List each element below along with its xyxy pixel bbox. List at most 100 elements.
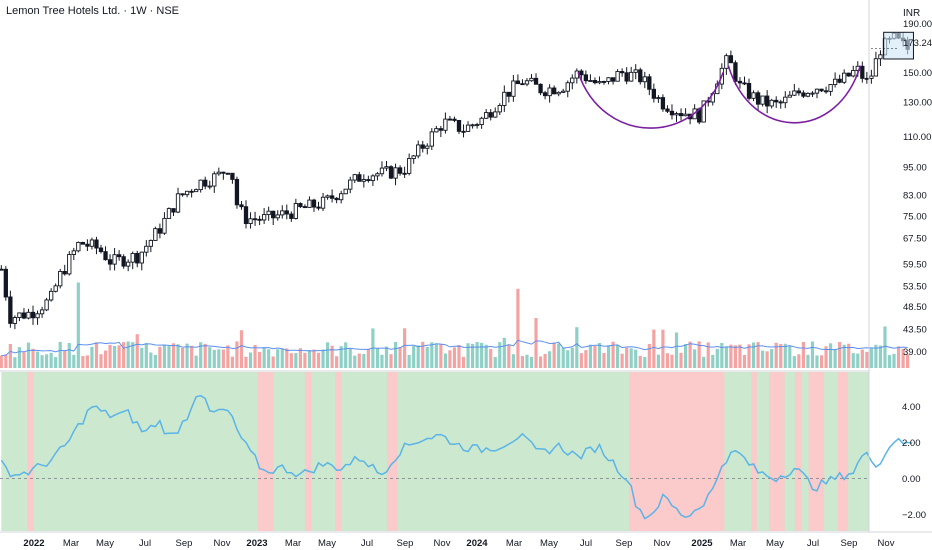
- volume-bar: [126, 341, 130, 368]
- volume-bar: [81, 356, 85, 368]
- candle: [851, 65, 856, 78]
- volume-bar: [108, 344, 112, 368]
- candle: [402, 166, 407, 178]
- volume-bar: [634, 349, 638, 368]
- volume-bar: [643, 357, 647, 368]
- candle: [139, 251, 144, 271]
- volume-bar: [294, 353, 298, 368]
- candle: [746, 78, 752, 101]
- oscillator-axis[interactable]: 4.00 2.00 0.00 −2.00: [902, 402, 926, 521]
- volume-bar: [801, 341, 806, 368]
- candle: [615, 69, 620, 82]
- volume-bar: [90, 346, 94, 368]
- volume-bar: [258, 352, 262, 368]
- candle: [488, 109, 493, 121]
- volume-bar: [276, 349, 280, 368]
- volume-bar: [344, 342, 348, 368]
- volume-bar: [484, 344, 488, 368]
- candle: [760, 95, 765, 107]
- candle: [810, 91, 815, 97]
- time-tick-label: Mar: [285, 538, 301, 549]
- candle: [198, 179, 203, 193]
- candle: [311, 198, 317, 212]
- volume-bar: [557, 343, 561, 368]
- candle: [112, 248, 117, 271]
- candle: [447, 115, 453, 121]
- volume-bar: [94, 342, 99, 368]
- volume-bar: [452, 347, 457, 368]
- volume-bar: [412, 346, 416, 368]
- candle: [48, 288, 54, 302]
- price-axis[interactable]: 190.00 173.24 150.00 130.00 110.00 95.00 83.00…: [871, 19, 932, 358]
- time-tick-label: 2023: [246, 538, 267, 549]
- volume-bar: [783, 343, 787, 368]
- volume-bar: [511, 354, 515, 368]
- candle: [157, 223, 163, 239]
- candle: [153, 226, 158, 241]
- candle: [751, 90, 756, 102]
- volume-bar: [384, 346, 389, 368]
- candle: [638, 67, 643, 85]
- volume-bar: [248, 352, 253, 368]
- candle: [17, 312, 22, 322]
- volume-bar: [480, 342, 484, 368]
- volume-bar: [906, 354, 910, 368]
- candle: [474, 122, 480, 129]
- volume-bar: [461, 356, 466, 368]
- candle: [316, 201, 321, 211]
- candle: [329, 189, 335, 203]
- volume-bar: [860, 349, 864, 368]
- candle: [805, 92, 811, 98]
- volume-bar: [679, 352, 683, 368]
- candle: [452, 116, 457, 123]
- oscillator-tick-label: 4.00: [902, 402, 921, 413]
- candle: [284, 204, 289, 220]
- candle: [397, 165, 403, 176]
- candle: [184, 190, 190, 198]
- candle: [601, 80, 607, 85]
- candle: [243, 200, 249, 229]
- volume-bar: [190, 345, 194, 368]
- candle: [343, 188, 348, 195]
- osc-region-negative: [629, 372, 725, 531]
- candle: [606, 77, 611, 85]
- volume-bar: [416, 345, 420, 368]
- volume-bar: [430, 342, 434, 368]
- oscillator-line: [0, 394, 913, 520]
- volume-bar: [389, 354, 393, 368]
- volume-bar: [548, 351, 552, 368]
- volume-bar: [838, 342, 842, 368]
- time-tick-label: Nov: [654, 538, 671, 549]
- volume-bar: [203, 343, 207, 368]
- candle: [846, 72, 851, 77]
- candle: [135, 250, 140, 268]
- volume-bar: [22, 352, 26, 368]
- time-tick-label: 2024: [466, 538, 488, 549]
- candle: [221, 171, 226, 180]
- candle: [261, 208, 267, 224]
- volume-bar: [883, 326, 887, 368]
- volume-bar: [421, 341, 425, 368]
- candle: [878, 50, 883, 66]
- candle: [94, 236, 99, 255]
- volume-bar: [54, 357, 58, 368]
- volume-bar: [693, 349, 697, 368]
- candle: [665, 105, 670, 114]
- volume-bar: [529, 357, 534, 368]
- volume-bar: [221, 349, 225, 368]
- volume-bar: [543, 353, 547, 368]
- candle: [556, 91, 561, 97]
- candle: [67, 251, 72, 276]
- time-tick-label: May: [540, 538, 558, 549]
- time-axis[interactable]: 2022 Mar May Jul Sep Nov 2023 Mar May Jul Sep Nov 20…: [23, 538, 894, 549]
- volume-bar: [180, 348, 185, 368]
- volume-bar: [688, 341, 692, 368]
- volume-bar: [194, 355, 198, 368]
- volume-bar: [393, 341, 398, 368]
- candle: [230, 172, 235, 184]
- volume-bars: [0, 282, 910, 368]
- price-tick-label: 130.00: [903, 97, 932, 108]
- volume-bar: [901, 348, 905, 368]
- volume-bar: [321, 349, 325, 368]
